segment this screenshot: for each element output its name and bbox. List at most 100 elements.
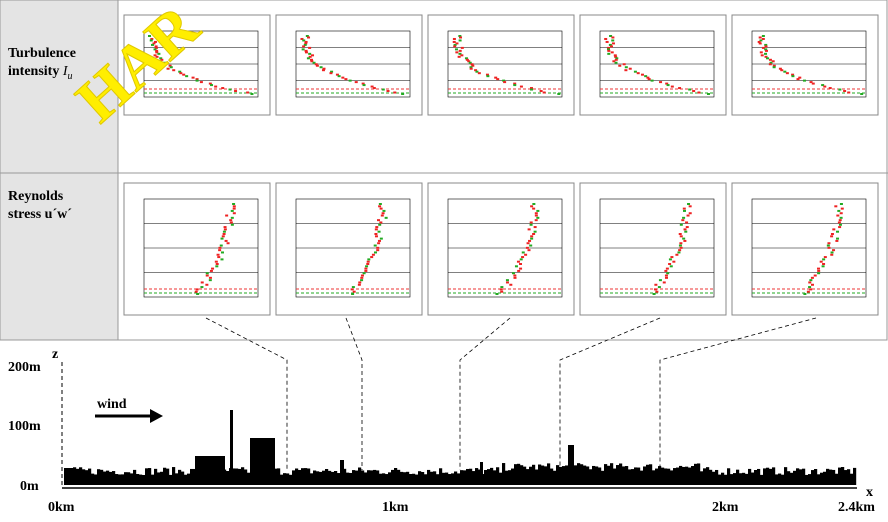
building [847, 469, 850, 485]
sample-dot [809, 279, 812, 281]
sample-dot [519, 263, 522, 265]
sample-dot [675, 254, 678, 256]
sample-dot [338, 75, 341, 77]
building [583, 466, 586, 485]
sample-dot [827, 242, 830, 244]
building [826, 469, 829, 485]
sample-dot [246, 92, 249, 94]
building [100, 470, 103, 485]
building [307, 468, 310, 485]
building [79, 467, 82, 485]
building [547, 463, 550, 485]
sample-dot [459, 39, 462, 41]
building [817, 474, 820, 485]
wind-arrowhead [150, 409, 163, 423]
sample-dot [666, 272, 669, 274]
sample-dot [515, 265, 518, 267]
sample-dot [201, 281, 204, 283]
sample-dot [684, 228, 687, 230]
sample-dot [831, 233, 834, 235]
sample-dot [519, 268, 522, 270]
sample-dot [827, 247, 830, 249]
building [637, 468, 640, 485]
building [841, 467, 844, 485]
sample-dot [803, 293, 806, 295]
sample-dot [680, 224, 683, 226]
building [133, 470, 136, 485]
building [550, 469, 553, 485]
sample-dot [838, 89, 841, 91]
building [538, 465, 541, 485]
building [403, 472, 406, 485]
building [739, 473, 742, 485]
building [568, 445, 574, 485]
sample-dot [358, 284, 361, 286]
sample-dot [670, 265, 673, 267]
sample-dot [766, 57, 769, 59]
sample-dot [380, 238, 383, 240]
sample-dot [379, 203, 382, 205]
building [700, 471, 703, 485]
building [421, 472, 424, 485]
sample-dot [534, 226, 537, 228]
building [757, 469, 760, 485]
building [139, 475, 142, 485]
building [613, 469, 616, 485]
building [781, 475, 784, 485]
building [649, 464, 652, 485]
building [544, 466, 547, 485]
sample-dot [308, 53, 311, 55]
sample-dot [385, 217, 388, 219]
building [322, 471, 325, 485]
subplot [732, 183, 878, 315]
building [187, 474, 190, 485]
building [292, 470, 295, 485]
building [490, 468, 493, 485]
sample-dot [234, 90, 237, 92]
building [337, 473, 340, 485]
sample-dot [382, 89, 385, 91]
sample-dot [382, 210, 385, 212]
sample-dot [307, 57, 310, 59]
building [610, 463, 613, 485]
sample-dot [817, 270, 820, 272]
sample-dot [376, 249, 379, 251]
building [838, 468, 841, 485]
building [136, 474, 139, 485]
building [574, 465, 577, 485]
building [88, 469, 91, 485]
building [379, 474, 382, 485]
sample-dot [506, 281, 509, 283]
building [616, 465, 619, 485]
sample-dot [250, 93, 253, 95]
building [796, 468, 799, 485]
building [430, 472, 433, 485]
building [298, 470, 301, 485]
building [118, 474, 121, 485]
sample-dot [527, 242, 530, 244]
sample-dot [530, 235, 533, 237]
sample-dot [536, 217, 539, 219]
sample-dot [378, 231, 381, 233]
sample-dot [685, 221, 688, 223]
building [103, 472, 106, 485]
building [691, 466, 694, 485]
sample-dot [378, 240, 381, 242]
sample-dot [672, 261, 675, 263]
building [250, 438, 275, 485]
row-label: Turbulence [8, 46, 76, 61]
building [480, 462, 483, 485]
building [652, 470, 655, 485]
sample-dot [521, 256, 524, 258]
sample-dot [229, 219, 232, 221]
sample-dot [680, 247, 683, 249]
sample-dot [363, 84, 366, 86]
x-axis-label: x [866, 485, 873, 500]
sample-dot [839, 219, 842, 221]
building [289, 475, 292, 485]
building [559, 467, 562, 485]
building [355, 471, 358, 485]
sample-dot [376, 247, 379, 249]
sample-dot [557, 93, 560, 95]
sample-dot [358, 281, 361, 283]
